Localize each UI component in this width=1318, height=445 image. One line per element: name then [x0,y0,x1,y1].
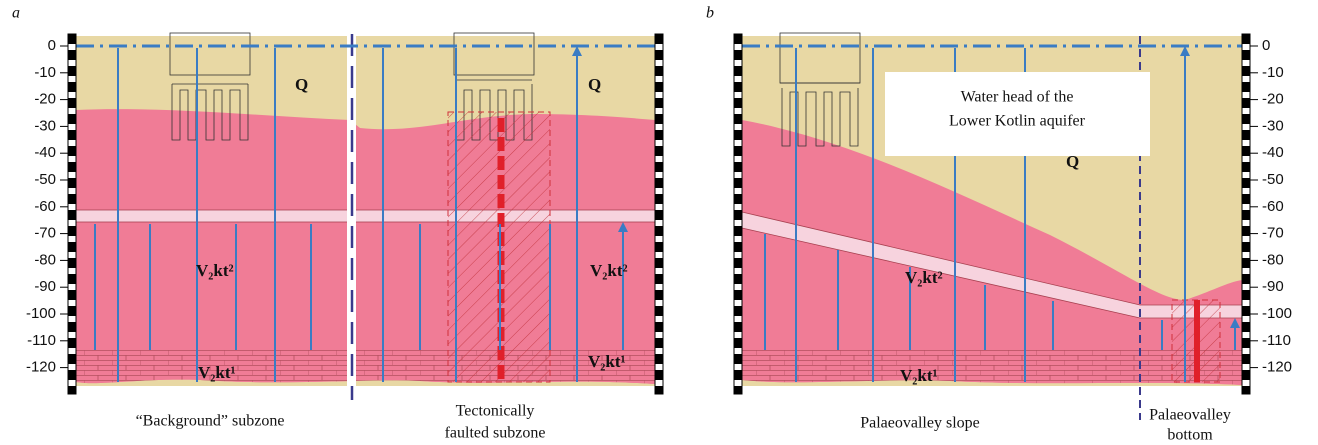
layer-label: V₂kt² [590,261,628,280]
depth-label: -70 [1262,225,1284,242]
depth-label: -60 [1262,198,1284,215]
depth-label: -110 [1262,332,1291,349]
annotation: Lower Kotlin aquifer [949,113,1086,130]
layer-label: V₂kt¹ [900,366,938,385]
layer-label: V₂kt¹ [588,352,626,371]
layer-label: V₂kt² [905,268,943,287]
caption: “Background” subzone [136,413,285,430]
depth-label: 0 [48,37,56,54]
panel-b: Water head of the Lower Kotlin aquifer b… [706,5,1250,444]
depth-label: -20 [34,91,56,108]
depth-label: -90 [34,278,56,295]
depth-label: -30 [34,117,56,134]
panel-a: a Q Q V₂kt² V₂kt² V₂kt¹ V₂kt¹ “Backgroun… [12,5,663,442]
depth-label: -70 [34,225,56,242]
depth-label: -10 [34,64,56,81]
depth-label: -120 [1262,359,1292,376]
panel-label: a [12,5,20,22]
depth-label: -40 [1262,144,1284,161]
caption: bottom [1167,427,1213,444]
depth-label: -50 [34,171,56,188]
depth-label: -30 [1262,117,1284,134]
figure: a Q Q V₂kt² V₂kt² V₂kt¹ V₂kt¹ “Backgroun… [0,0,1318,445]
depth-label: -80 [34,251,56,268]
panel-label: b [706,5,714,22]
depth-label: -80 [1262,251,1284,268]
depth-label: -100 [26,305,56,322]
depth-label: -40 [34,144,56,161]
depth-label: 0 [1262,37,1270,54]
annotation: Water head of the [961,89,1074,106]
depth-label: -110 [27,332,56,349]
depth-label: -10 [1262,64,1284,81]
caption: Palaeovalley slope [860,415,980,432]
depth-label: -120 [26,359,56,376]
depth-label: -50 [1262,171,1284,188]
depth-label: -100 [1262,305,1292,322]
layer-label: Q [295,75,308,94]
caption: Tectonically [456,403,535,420]
depth-label: -60 [34,198,56,215]
caption: Palaeovalley [1149,407,1231,424]
layer-label: V₂kt¹ [198,363,236,382]
layer-label: V₂kt² [196,261,234,280]
layer-label: Q [588,75,601,94]
layer-label: Q [1066,152,1079,171]
depth-label: -90 [1262,278,1284,295]
depth-label: -20 [1262,91,1284,108]
caption: faulted subzone [445,425,546,442]
